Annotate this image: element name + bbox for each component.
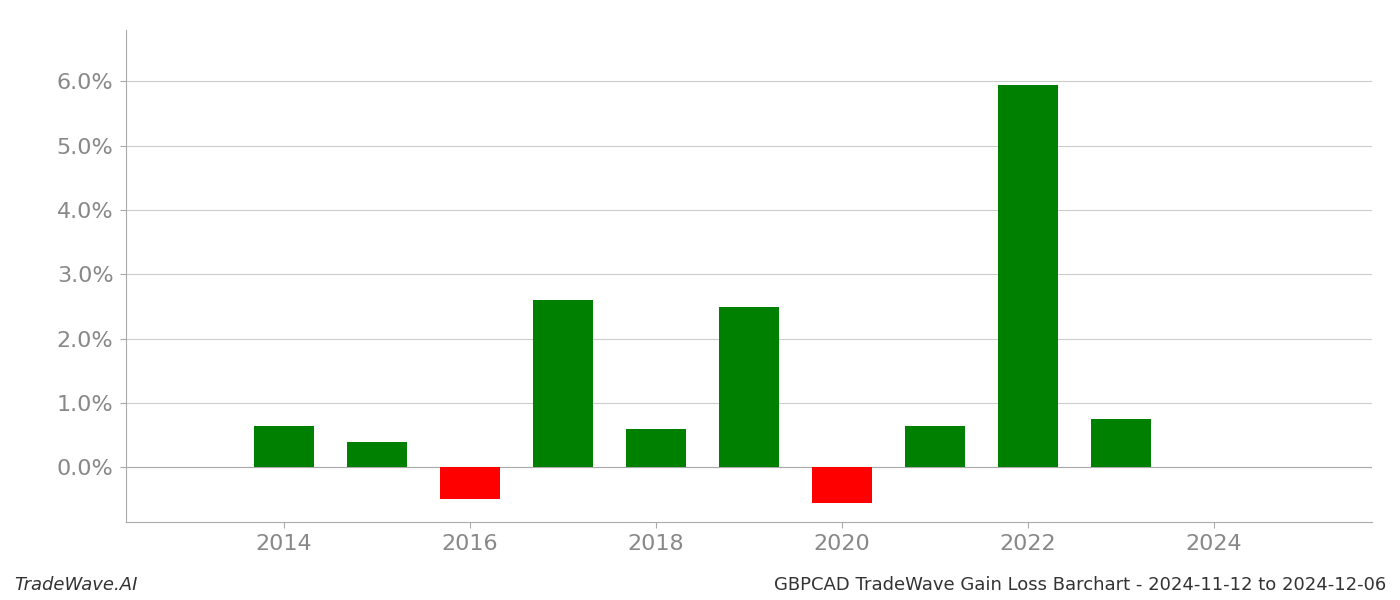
Text: GBPCAD TradeWave Gain Loss Barchart - 2024-11-12 to 2024-12-06: GBPCAD TradeWave Gain Loss Barchart - 20…: [774, 576, 1386, 594]
Bar: [998, 85, 1058, 467]
Bar: [533, 300, 594, 467]
Bar: [440, 467, 500, 499]
Bar: [904, 425, 965, 467]
Bar: [347, 442, 407, 467]
Text: TradeWave.AI: TradeWave.AI: [14, 576, 137, 594]
Bar: [718, 307, 780, 467]
Bar: [1091, 419, 1151, 467]
Bar: [812, 467, 872, 503]
Bar: [253, 425, 314, 467]
Bar: [626, 429, 686, 467]
